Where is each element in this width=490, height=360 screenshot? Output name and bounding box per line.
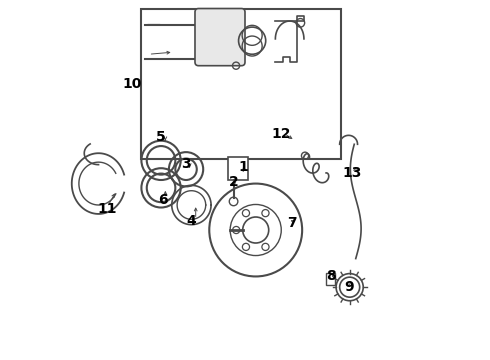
Text: 1: 1: [238, 161, 248, 175]
FancyBboxPatch shape: [195, 9, 245, 66]
Text: 10: 10: [123, 77, 142, 91]
Bar: [326, 273, 335, 285]
Text: 13: 13: [343, 166, 362, 180]
Text: 3: 3: [181, 157, 191, 171]
Bar: [228, 157, 248, 180]
Text: 8: 8: [326, 269, 336, 283]
Text: 11: 11: [98, 202, 117, 216]
Text: 6: 6: [158, 193, 168, 207]
Text: 2: 2: [229, 175, 239, 189]
Text: 4: 4: [187, 214, 196, 228]
Text: 12: 12: [271, 127, 291, 140]
Text: 9: 9: [344, 280, 353, 294]
Text: 5: 5: [156, 130, 166, 144]
Text: 7: 7: [287, 216, 296, 230]
Bar: [142, 9, 342, 158]
